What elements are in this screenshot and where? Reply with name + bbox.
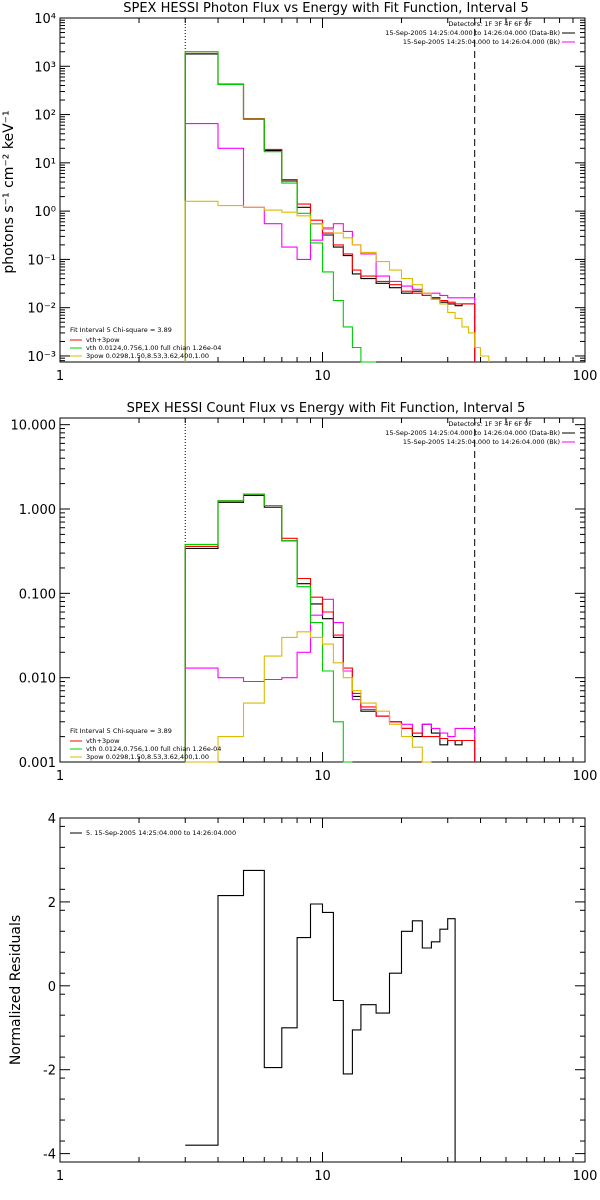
y-tick-label: 2 [48, 896, 56, 911]
legend-data-bk: 15-Sep-2005 14:25:04.000 to 14:26:04.000… [385, 29, 560, 37]
photon-flux-panel: SPEX HESSI Photon Flux vs Energy with Fi… [1, 1, 597, 384]
legend-data-bk: 15-Sep-2005 14:25:04.000 to 14:26:04.000… [385, 429, 560, 437]
y-tick-label: 1.000 [19, 503, 56, 518]
x-tick-label: 1 [56, 369, 64, 384]
photon-flux-legend: Detectors: 1F 3F 4F 6F 9F 15-Sep-2005 14… [70, 20, 575, 360]
y-tick-label: 10⁻² [27, 302, 56, 317]
y-tick-label: 10³ [34, 60, 56, 75]
y-tick-label: 10⁴ [34, 12, 56, 27]
photon-flux-title: SPEX HESSI Photon Flux vs Energy with Fi… [123, 1, 529, 16]
y-tick-label: 10⁻³ [27, 350, 56, 365]
x-tick-label: 10 [314, 769, 331, 784]
count-flux-legend: Detectors: 1F 3F 4F 6F 9F 15-Sep-2005 14… [70, 420, 575, 761]
fit-legend-item-1: vth+3pow [86, 336, 120, 344]
legend-detectors: Detectors: 1F 3F 4F 6F 9F [448, 20, 532, 28]
y-tick-label: -4 [43, 1148, 56, 1163]
series-vth-3pow [184, 493, 476, 762]
plot-frame [59, 817, 586, 1163]
series-3pow [184, 200, 490, 362]
series-vth [184, 493, 353, 763]
y-tick-label: 10⁰ [34, 205, 56, 220]
residuals-ylabel: Normalized Residuals [8, 915, 24, 1065]
count-flux-series [184, 493, 476, 763]
series-residuals [185, 869, 462, 1163]
series-bk [184, 598, 476, 762]
photon-flux-series [184, 51, 490, 363]
y-tick-label: 10.000 [11, 419, 57, 434]
x-tick-label: 100 [573, 769, 598, 784]
residuals-legend-label: 5. 15-Sep-2005 14:25:04.000 to 14:26:04.… [86, 829, 236, 837]
residuals-series [185, 869, 462, 1163]
count-flux-panel: SPEX HESSI Count Flux vs Energy with Fit… [11, 401, 598, 784]
x-tick-label: 100 [573, 1169, 598, 1184]
x-tick-label: 1 [56, 1169, 64, 1184]
series-bk [184, 123, 476, 362]
fit-legend-header: Fit Interval 5 Chi-square = 3.89 [70, 727, 172, 735]
y-tick-label: 0.001 [19, 756, 56, 771]
y-tick-label: 10⁻¹ [27, 253, 56, 268]
fit-legend-item-3: 3pow 0.0298,1.50,8.53,3.62,400,1.00 [86, 352, 209, 360]
residuals-panel: Normalized Residuals 1 10 100 -4 -2 0 2 4 5. 15… [8, 812, 597, 1184]
x-tick-label: 10 [314, 1169, 331, 1184]
plot-frame [59, 417, 586, 763]
series-3pow [185, 631, 432, 763]
residuals-legend: 5. 15-Sep-2005 14:25:04.000 to 14:26:04.… [70, 829, 236, 837]
count-flux-title: SPEX HESSI Count Flux vs Energy with Fit… [127, 401, 526, 416]
fit-legend-item-2: vth 0.0124,0.756,1.00 full chian 1.26e-0… [86, 745, 221, 753]
series-data-bk [184, 494, 476, 762]
legend-detectors: Detectors: 1F 3F 4F 6F 9F [448, 420, 532, 428]
y-tick-label: 0.010 [19, 672, 56, 687]
fit-legend-header: Fit Interval 5 Chi-square = 3.89 [70, 326, 172, 334]
y-tick-label: 0.100 [19, 587, 56, 602]
y-tick-label: 10¹ [34, 157, 56, 172]
legend-bk: 15-Sep-2005 14:25:04.000 to 14:26:04.000… [403, 438, 560, 446]
fit-legend-item-2: vth 0.0124,0.756,1.00 full chian 1.26e-0… [86, 344, 221, 352]
fit-legend-item-1: vth+3pow [86, 737, 120, 745]
x-tick-label: 1 [56, 769, 64, 784]
legend-bk: 15-Sep-2005 14:25:04.000 to 14:26:04.000… [403, 38, 560, 46]
y-tick-label: 4 [48, 812, 56, 827]
y-tick-label: 0 [48, 980, 56, 995]
x-tick-label: 100 [573, 369, 598, 384]
y-tick-label: -2 [43, 1064, 56, 1079]
fit-legend-item-3: 3pow 0.0298,1.50,8.53,3.62,400,1.00 [86, 753, 209, 761]
photon-flux-ylabel: photons s⁻¹ cm⁻² keV⁻¹ [1, 110, 17, 273]
y-tick-label: 10² [34, 109, 56, 124]
x-tick-label: 10 [314, 369, 331, 384]
series-data-bk [184, 53, 476, 362]
plot-frame [59, 17, 586, 363]
series-vth-3pow [184, 52, 476, 362]
series-vth [184, 51, 377, 363]
